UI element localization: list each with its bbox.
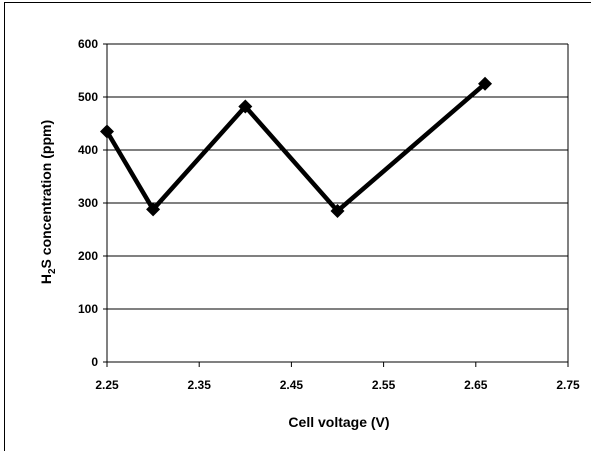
x-tick-label: 2.45: [280, 378, 304, 392]
data-point-marker: [478, 76, 493, 91]
x-tick-label: 2.75: [556, 378, 580, 392]
x-tick-label: 2.25: [95, 378, 119, 392]
y-tick-label: 300: [78, 196, 98, 210]
data-point-marker: [330, 203, 345, 218]
data-point-marker: [238, 99, 253, 114]
axes: [103, 43, 569, 367]
y-tick-label: 500: [78, 90, 98, 104]
x-tick-label: 2.65: [464, 378, 488, 392]
y-tick-label: 600: [78, 37, 98, 51]
gridlines: [107, 43, 568, 310]
y-axis-title-part-1: H: [38, 274, 54, 284]
y-axis-title-subscript: 2: [47, 268, 58, 274]
y-tick-label: 400: [78, 143, 98, 157]
x-tick-label: 2.35: [188, 378, 212, 392]
y-tick-labels: 0 100 200 300 400 500 600: [78, 37, 98, 369]
x-axis-title: Cell voltage (V): [288, 414, 389, 430]
y-tick-label: 200: [78, 249, 98, 263]
data-point-marker: [146, 202, 161, 217]
y-axis-title: H2S concentration (ppm): [38, 120, 58, 284]
x-tick-label: 2.55: [372, 378, 396, 392]
y-axis-title-part-2: S concentration (ppm): [38, 120, 54, 269]
data-series: [100, 76, 493, 218]
y-tick-label: 0: [91, 355, 98, 369]
chart-frame: [4, 2, 591, 451]
x-tick-labels: 2.25 2.35 2.45 2.55 2.65 2.75: [95, 378, 580, 392]
y-tick-label: 100: [78, 302, 98, 316]
series-line: [105, 82, 487, 215]
data-point-marker: [100, 124, 114, 139]
